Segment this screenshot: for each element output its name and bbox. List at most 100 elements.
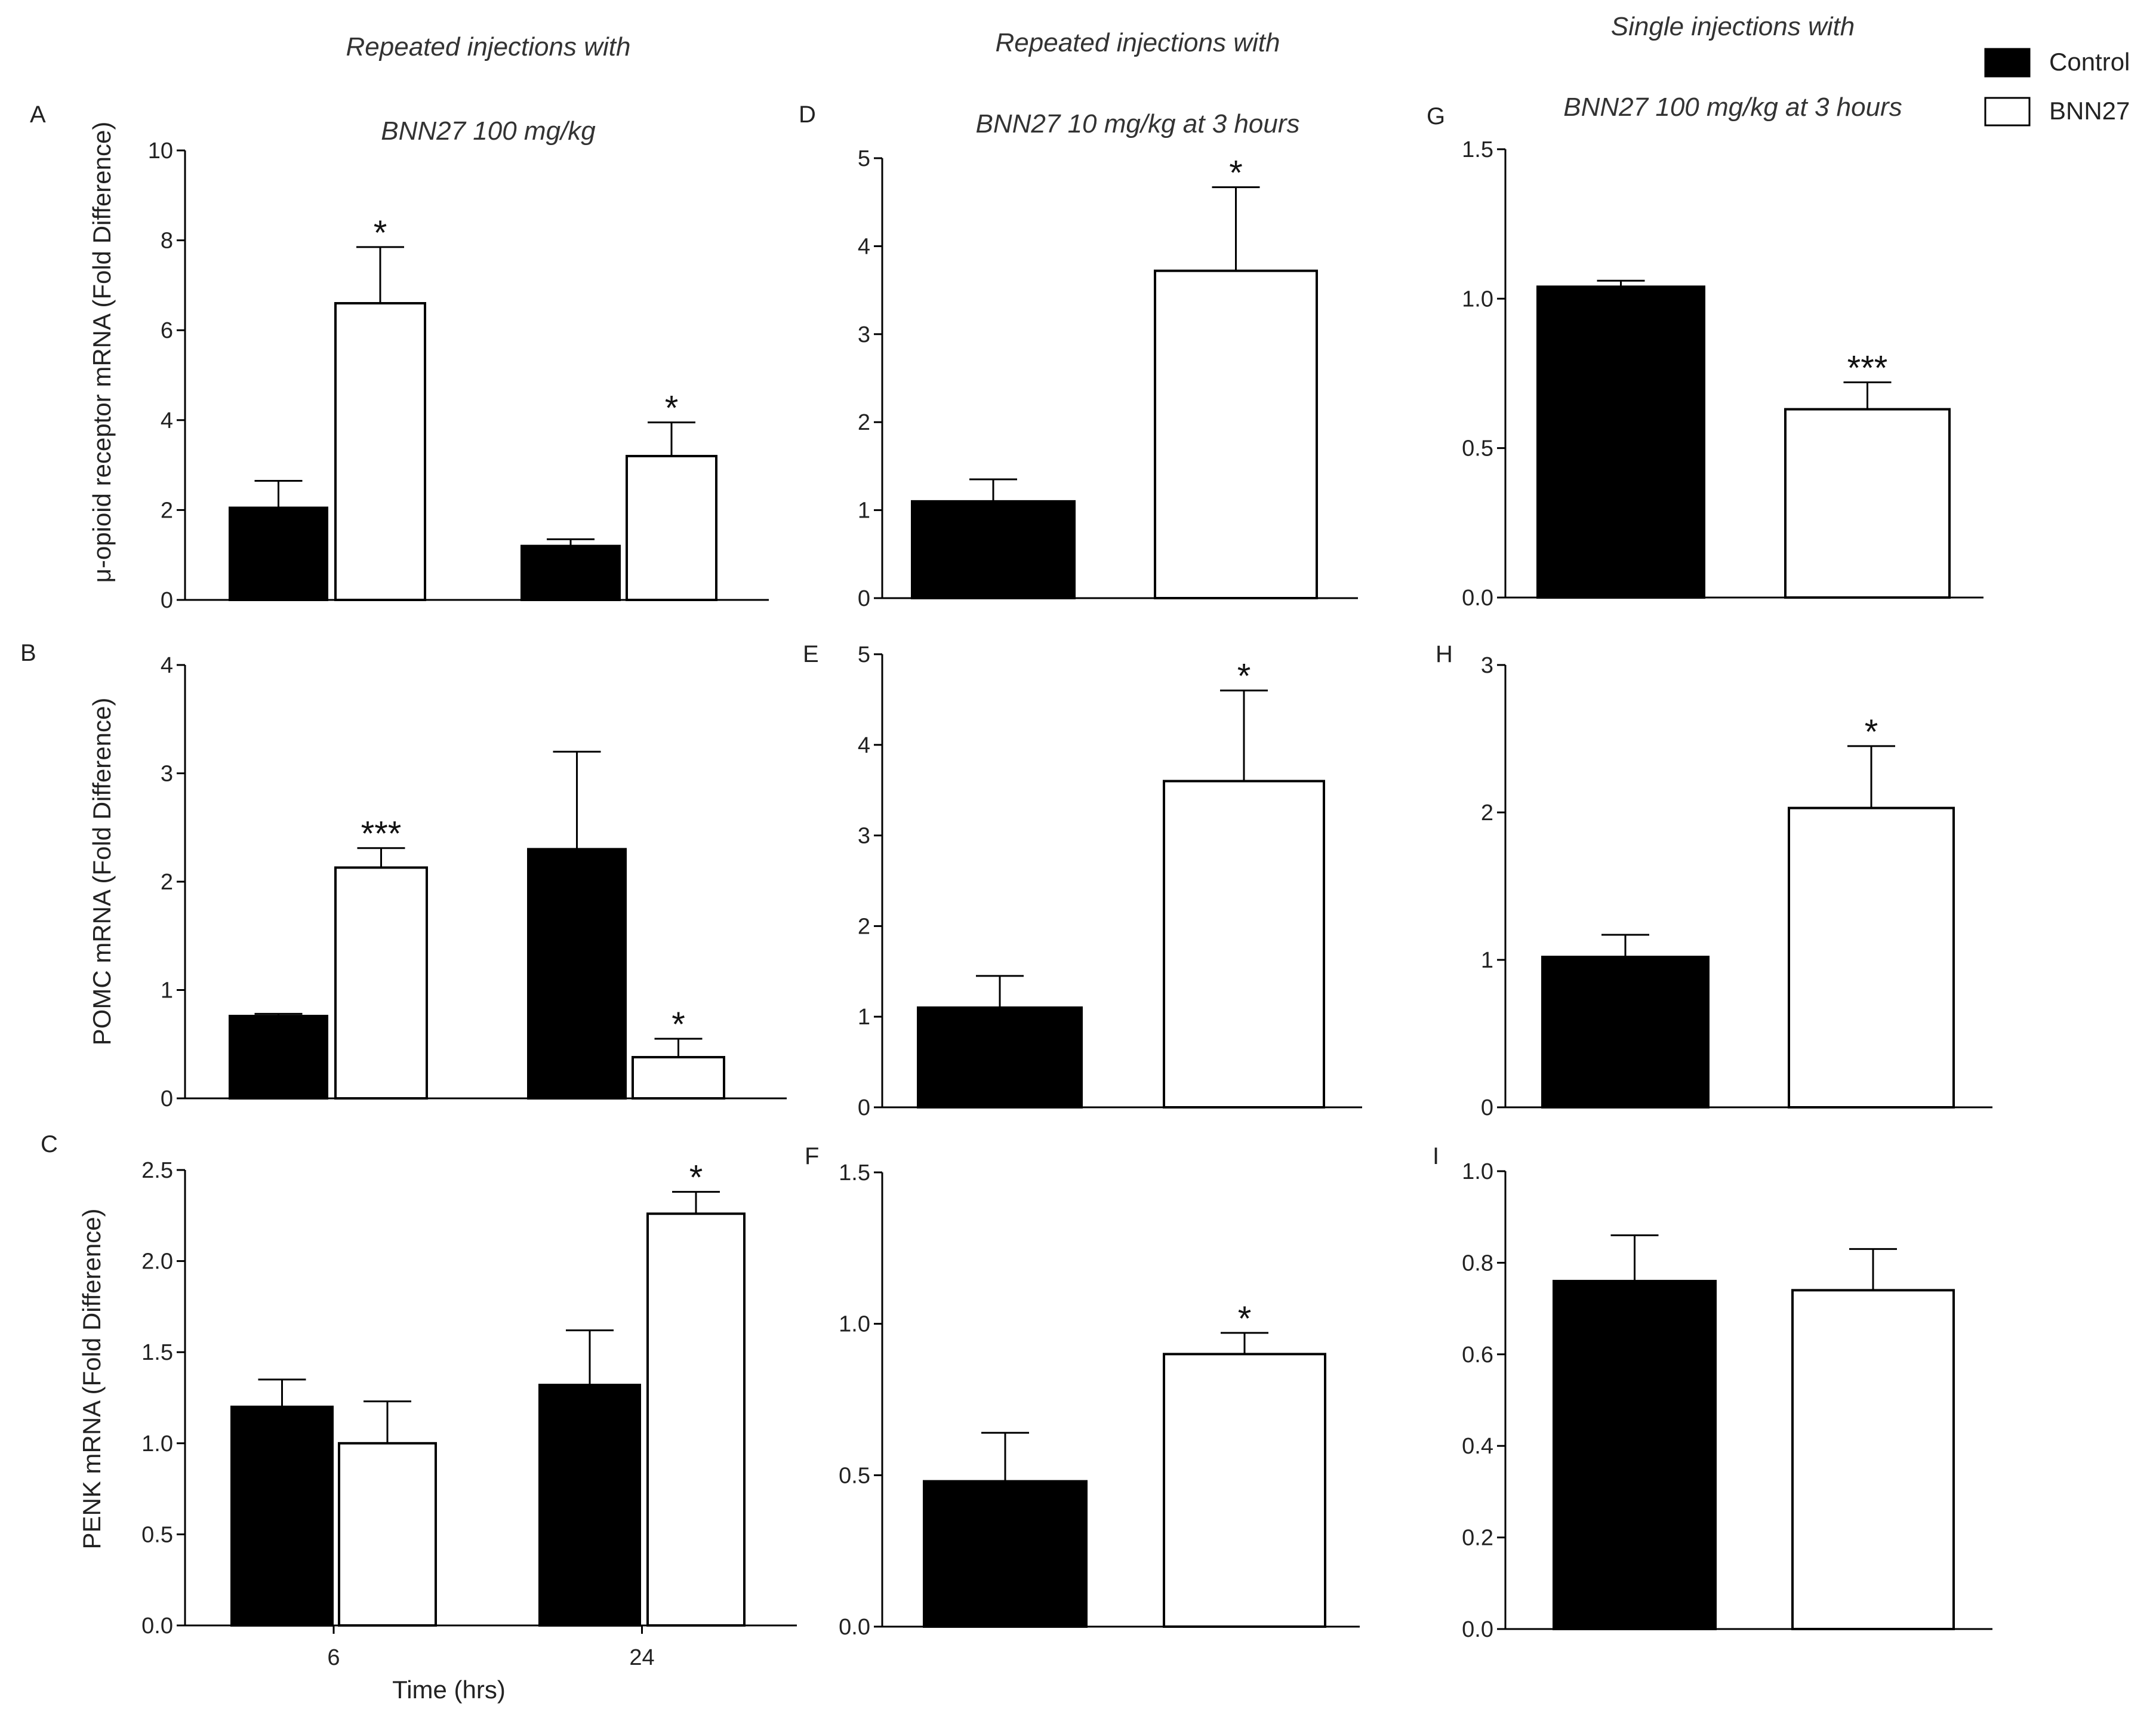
panel-f-significance-0: * — [1238, 1300, 1252, 1338]
panel-f-letter: F — [805, 1143, 819, 1169]
panel-g-significance-0: *** — [1847, 349, 1888, 388]
panel-c-ytick-label-5: 2.5 — [141, 1158, 173, 1183]
panel-e-ytick-label-2: 2 — [858, 914, 870, 939]
panel-a-ytick-label-3: 6 — [161, 318, 173, 343]
panel-e-bar-control-0 — [917, 1006, 1083, 1109]
panel-c-bar-control-0 — [230, 1405, 334, 1627]
panel-b-bar-control-0 — [229, 1015, 328, 1100]
panel-a-ytick-label-5: 10 — [148, 138, 173, 164]
panel-f-bar-bnn27-0 — [1163, 1353, 1326, 1628]
panel-g-ytick-label-2: 1.0 — [1462, 287, 1493, 312]
column-title-2-line2: BNN27 10 mg/kg at 3 hours — [976, 109, 1300, 138]
legend-swatch-bnn27 — [1984, 97, 2031, 127]
panel-a: A 0 2 4 6 8 10 * * — [30, 101, 769, 613]
panel-f-ytick-label-0: 0.0 — [839, 1615, 870, 1640]
panel-e-ytick-label-1: 1 — [858, 1005, 870, 1030]
column-title-3-line2: BNN27 100 mg/kg at 3 hours — [1563, 93, 1902, 122]
panel-b-bar-bnn27-0 — [334, 866, 428, 1100]
panel-c-ytick-label-1: 0.5 — [141, 1522, 173, 1547]
panel-d-ytick-label-0: 0 — [858, 586, 870, 611]
column-title-3-line1: Single injections with — [1611, 12, 1855, 41]
panel-g-ytick-label-3: 1.5 — [1462, 137, 1493, 162]
panel-b-significance-0: *** — [361, 815, 402, 854]
panel-h-ytick-label-0: 0 — [1481, 1095, 1493, 1120]
panel-h: H 0 1 2 3 * — [1436, 641, 1992, 1120]
panel-e: E 0 1 2 3 4 5 * — [803, 641, 1362, 1120]
panel-g-bar-control-0 — [1536, 285, 1705, 599]
panel-c-letter: C — [41, 1131, 58, 1157]
column-title-2-line1: Repeated injections with — [996, 28, 1280, 57]
panel-c: C 0.0 0.5 1.0 1.5 2.0 2.5 * 6 24 — [41, 1131, 797, 1670]
panel-b-ytick-label-4: 4 — [161, 653, 173, 678]
panel-b-ytick-label-0: 0 — [161, 1086, 173, 1111]
panel-c-ytick-label-2: 1.0 — [141, 1431, 173, 1457]
legend-swatch-control — [1984, 48, 2031, 78]
panel-f-ytick-label-3: 1.5 — [839, 1160, 870, 1186]
panel-f-bar-control-0 — [923, 1480, 1088, 1628]
column-titles: Repeated injections with BNN27 100 mg/kg… — [346, 12, 1902, 146]
panel-e-bar-bnn27-0 — [1163, 780, 1325, 1109]
panel-g-ytick-label-0: 0.0 — [1462, 586, 1493, 611]
legend-label-bnn27: BNN27 — [2049, 97, 2130, 125]
panel-b-bar-control-1 — [527, 848, 627, 1100]
panel-a-bar-bnn27-1 — [626, 455, 717, 601]
panel-d-ytick-label-4: 4 — [858, 234, 870, 259]
panel-b-ytick-label-1: 1 — [161, 978, 173, 1003]
panel-i-ytick-label-4: 0.8 — [1462, 1251, 1493, 1276]
panel-b-letter: B — [20, 640, 36, 666]
panel-c-bar-bnn27-0 — [338, 1442, 437, 1627]
panel-f-ytick-label-1: 0.5 — [839, 1463, 870, 1488]
panel-i-ytick-label-5: 1.0 — [1462, 1159, 1493, 1184]
legend-label-control: Control — [2049, 48, 2130, 76]
panel-c-ytick-label-3: 1.5 — [141, 1340, 173, 1365]
panel-d-ytick-label-2: 2 — [858, 410, 870, 435]
panel-d-ytick-label-1: 1 — [858, 498, 870, 524]
panel-d-letter: D — [799, 101, 816, 128]
panel-e-ytick-label-0: 0 — [858, 1095, 870, 1120]
panel-i-ytick-label-1: 0.2 — [1462, 1526, 1493, 1551]
panel-i-letter: I — [1433, 1143, 1439, 1169]
panel-g-ytick-label-1: 0.5 — [1462, 436, 1493, 461]
panel-g-bar-bnn27-0 — [1784, 408, 1951, 599]
panel-a-ytick-label-4: 8 — [161, 229, 173, 254]
panel-b-bar-bnn27-1 — [632, 1056, 725, 1100]
panel-a-bar-bnn27-0 — [334, 302, 426, 601]
panel-d-bar-control-0 — [911, 500, 1076, 599]
panel-d-ytick-label-5: 5 — [858, 146, 870, 171]
panel-c-ytick-label-0: 0.0 — [141, 1614, 173, 1639]
panel-b-ytick-label-2: 2 — [161, 870, 173, 895]
column-title-1-line2: BNN27 100 mg/kg — [381, 116, 596, 146]
panel-e-ytick-label-3: 3 — [858, 824, 870, 849]
panel-d: D 0 1 2 3 4 5 * — [799, 101, 1358, 611]
panel-a-ytick-label-2: 4 — [161, 408, 173, 433]
panel-i-bar-control-0 — [1553, 1280, 1717, 1631]
panel-g-letter: G — [1427, 103, 1445, 130]
panel-a-bar-control-1 — [520, 544, 621, 602]
legend: Control BNN27 — [1984, 48, 2130, 127]
panel-c-significance-0: * — [689, 1159, 703, 1197]
panel-i-ytick-label-2: 0.4 — [1462, 1434, 1493, 1459]
panel-a-bar-control-0 — [229, 506, 328, 602]
panel-h-ytick-label-1: 1 — [1481, 948, 1493, 973]
panel-c-bar-control-1 — [538, 1384, 641, 1627]
panel-d-significance-0: * — [1229, 154, 1243, 193]
panel-f-ytick-label-2: 1.0 — [839, 1312, 870, 1337]
panel-e-significance-0: * — [1237, 657, 1251, 696]
panel-e-letter: E — [803, 641, 819, 667]
panel-h-bar-bnn27-0 — [1788, 806, 1955, 1109]
panel-d-bar-bnn27-0 — [1154, 269, 1318, 599]
ylabel-row-3: PENK mRNA (Fold Difference) — [78, 1208, 106, 1549]
panel-a-letter: A — [30, 101, 46, 128]
panel-c-bar-bnn27-1 — [646, 1212, 746, 1627]
panel-c-ytick-label-4: 2.0 — [141, 1249, 173, 1274]
panel-h-significance-0: * — [1865, 713, 1878, 752]
panel-c-xtick-label-1: 24 — [629, 1645, 654, 1670]
panel-e-ytick-label-4: 4 — [858, 733, 870, 758]
panel-h-bar-control-0 — [1541, 956, 1710, 1109]
panel-h-ytick-label-3: 3 — [1481, 653, 1493, 678]
xlabel-time: Time (hrs) — [392, 1676, 506, 1704]
panel-d-ytick-label-3: 3 — [858, 322, 870, 347]
